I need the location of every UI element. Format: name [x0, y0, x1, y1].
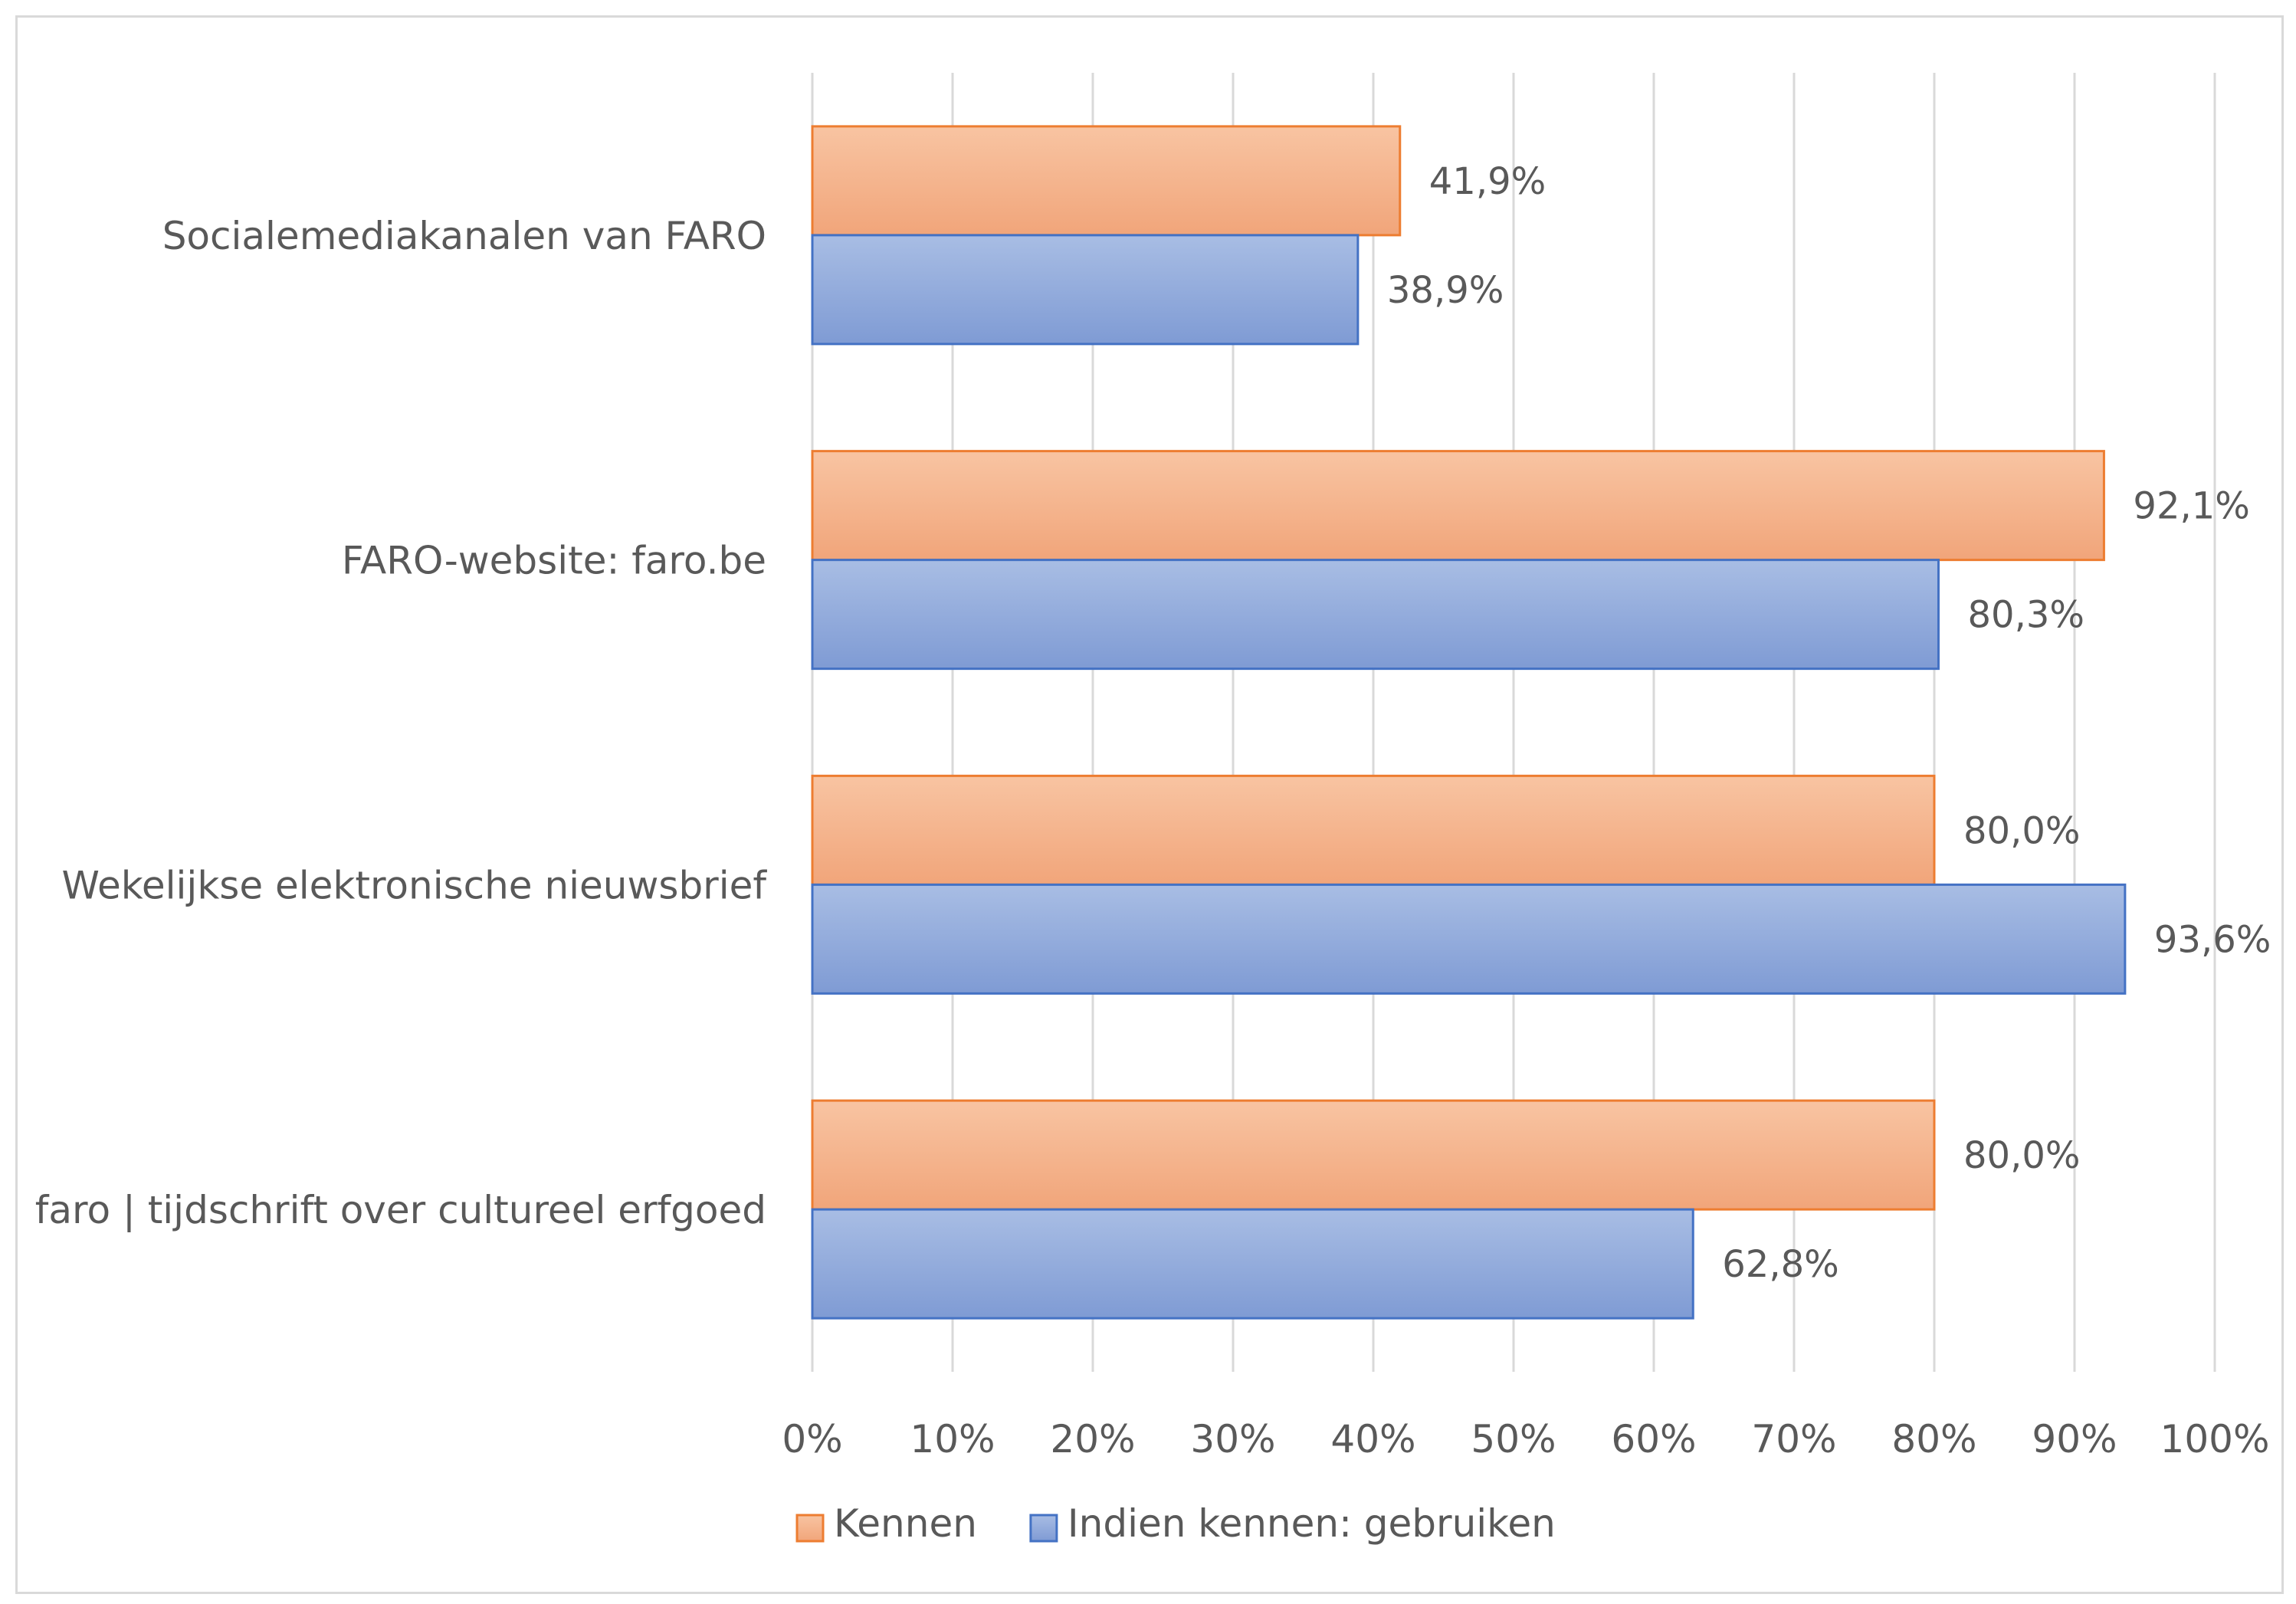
category-label: faro | tijdschrift over cultureel erfgoe…: [35, 1188, 766, 1232]
bar-gebruiken: [811, 1208, 1694, 1320]
x-tick-label: 80%: [1891, 1417, 1976, 1461]
data-label: 38,9%: [1387, 269, 1504, 312]
legend-swatch: [1029, 1514, 1058, 1543]
x-tick-label: 0%: [782, 1417, 842, 1461]
x-tick-label: 50%: [1471, 1417, 1556, 1461]
data-label: 80,3%: [1967, 594, 2084, 637]
legend-label: Indien kennen: gebruiken: [1068, 1501, 1556, 1546]
data-label: 62,8%: [1722, 1243, 1838, 1286]
data-label: 80,0%: [1963, 809, 2080, 852]
category-axis: Socialemediakanalen van FARO FARO-website…: [35, 214, 768, 1232]
data-label: 92,1%: [2133, 485, 2249, 528]
category-label: Wekelijkse elektronische nieuwsbrief: [61, 863, 767, 907]
x-tick-label: 10%: [910, 1417, 995, 1461]
bar-kennen: [811, 1099, 1936, 1211]
x-tick-label: 20%: [1050, 1417, 1135, 1461]
bar-gebruiken: [811, 883, 2127, 995]
bar-gebruiken: [811, 559, 1940, 671]
data-label: 41,9%: [1429, 160, 1546, 203]
bar-kennen: [811, 774, 1936, 886]
x-tick-label: 40%: [1330, 1417, 1415, 1461]
value-axis: 0% 10% 20% 30% 40% 50% 60% 70% 80% 90% 100%: [782, 1417, 2269, 1461]
x-tick-label: 70%: [1751, 1417, 1836, 1461]
legend: Kennen Indien kennen: gebruiken: [795, 1501, 1556, 1546]
x-tick-label: 90%: [2032, 1417, 2117, 1461]
bar-kennen: [811, 125, 1402, 237]
data-label: 80,0%: [1963, 1134, 2080, 1177]
category-label: FARO-website: faro.be: [342, 539, 766, 583]
x-tick-label: 60%: [1611, 1417, 1696, 1461]
bar-gebruiken: [811, 234, 1360, 346]
category-label: Socialemediakanalen van FARO: [162, 214, 766, 258]
bars: [811, 125, 2127, 1320]
data-labels: 41,9% 38,9% 92,1% 80,3% 80,0% 93,6% 80,0% 62,8%: [1387, 160, 2271, 1286]
x-tick-label: 100%: [2160, 1417, 2270, 1461]
legend-swatch: [795, 1514, 825, 1543]
data-label: 93,6%: [2154, 918, 2271, 961]
bar-kennen: [811, 450, 2105, 562]
x-tick-label: 30%: [1190, 1417, 1275, 1461]
legend-label: Kennen: [834, 1501, 977, 1546]
